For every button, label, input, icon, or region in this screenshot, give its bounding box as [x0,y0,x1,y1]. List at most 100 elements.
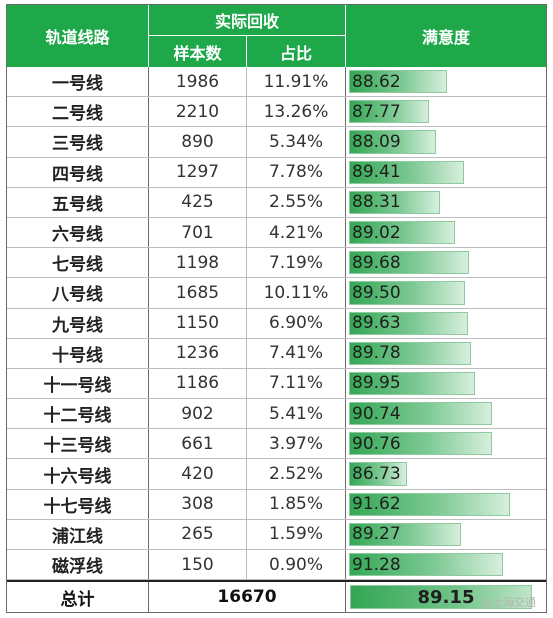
satisfaction-score: 88.09 [352,131,401,152]
satisfaction-cell: 88.62 [346,67,546,96]
satisfaction-bar [349,251,470,275]
table-row: 十二号线 902 5.41% 90.74 [7,399,546,430]
satisfaction-bar [349,341,472,365]
satisfaction-cell: 89.68 [346,248,546,277]
total-label: 总计 [7,582,149,612]
share-percent: 3.97% [247,429,346,459]
route-name: 十六号线 [7,459,149,489]
table-row: 一号线 1986 11.91% 88.62 [7,67,546,98]
share-percent: 5.41% [247,399,346,429]
share-percent: 2.52% [247,459,346,489]
sample-count: 265 [149,519,247,549]
satisfaction-cell: 89.63 [346,309,546,338]
route-name: 五号线 [7,187,149,217]
table-row: 七号线 1198 7.19% 89.68 [7,248,546,279]
satisfaction-cell: 86.73 [346,459,546,488]
route-name: 二号线 [7,97,149,127]
share-percent: 7.41% [247,338,346,368]
table-row: 十三号线 661 3.97% 90.76 [7,429,546,460]
satisfaction-cell: 88.31 [346,188,546,217]
satisfaction-bar [349,492,511,516]
share-percent: 1.59% [247,519,346,549]
share-percent: 7.11% [247,368,346,399]
satisfaction-score: 89.78 [352,343,401,364]
satisfaction-score: 90.74 [352,403,401,424]
share-percent: 7.78% [247,157,346,187]
satisfaction-bar [349,100,429,124]
table-row: 十一号线 1186 7.11% 89.95 [7,368,546,400]
share-percent: 4.21% [247,217,346,248]
satisfaction-bar [349,402,492,426]
table-row: 八号线 1685 10.11% 89.50 [7,278,546,309]
satisfaction-cell: 89.95 [346,369,546,398]
share-percent: 1.85% [247,489,346,519]
route-name: 十二号线 [7,399,149,429]
satisfaction-cell: 89.78 [346,339,546,368]
table-row: 浦江线 265 1.59% 89.27 [7,519,546,550]
satisfaction-cell: 90.74 [346,399,546,428]
table-row: 九号线 1150 6.90% 89.63 [7,308,546,339]
header-share: 占比 [247,36,346,67]
sample-count: 420 [149,459,247,489]
header-actual-recovery: 实际回收 [149,5,346,36]
share-percent: 0.90% [247,550,346,580]
route-name: 一号线 [7,67,149,97]
satisfaction-cell: 91.62 [346,490,546,519]
satisfaction-cell: 90.76 [346,429,546,458]
route-name: 浦江线 [7,519,149,549]
share-percent: 13.26% [247,97,346,127]
satisfaction-score: 86.73 [352,464,401,485]
satisfaction-score: 88.62 [352,71,401,92]
table-row: 四号线 1297 7.78% 89.41 [7,157,546,188]
table-row: 十七号线 308 1.85% 91.62 [7,489,546,520]
watermark: @上海交通 [481,596,536,609]
satisfaction-bar [349,311,469,335]
satisfaction-score: 89.02 [352,222,401,243]
total-score: 89.15 [417,586,475,608]
satisfaction-bar [349,190,441,214]
sample-count: 1297 [149,157,247,187]
table-row: 三号线 890 5.34% 88.09 [7,127,546,158]
satisfaction-bar [349,70,447,94]
satisfaction-score: 91.28 [352,554,401,575]
satisfaction-score: 89.41 [352,162,401,183]
satisfaction-cell: 89.02 [346,218,546,247]
route-name: 九号线 [7,308,149,338]
sample-count: 1236 [149,338,247,368]
table-row: 十号线 1236 7.41% 89.78 [7,338,546,369]
satisfaction-score: 90.76 [352,433,401,454]
route-name: 磁浮线 [7,550,149,580]
route-name: 三号线 [7,127,149,157]
satisfaction-score: 91.62 [352,494,401,515]
sample-count: 890 [149,127,247,157]
table-row: 二号线 2210 13.26% 87.77 [7,97,546,128]
route-name: 十三号线 [7,429,149,459]
satisfaction-score: 88.31 [352,192,401,213]
satisfaction-cell: 89.27 [346,520,546,549]
table-row: 磁浮线 150 0.90% 91.28 [7,550,546,581]
sample-count: 2210 [149,97,247,127]
sample-count: 1186 [149,368,247,399]
sample-count: 701 [149,217,247,248]
data-table: 轨道线路 实际回收 样本数 占比 满意度 一号线 1986 11.91% 88.62 二… [6,4,547,613]
satisfaction-bar [349,220,456,245]
table-row: 六号线 701 4.21% 89.02 [7,217,546,249]
satisfaction-bar [349,462,407,486]
sample-count: 150 [149,550,247,580]
sample-count: 308 [149,489,247,519]
total-row: 总计 16670 89.15 [7,580,546,612]
satisfaction-score: 89.95 [352,373,401,394]
satisfaction-bar [349,281,466,305]
share-percent: 6.90% [247,308,346,338]
sample-count: 1986 [149,67,247,97]
satisfaction-score: 89.50 [352,282,401,303]
header-route: 轨道线路 [7,5,149,67]
header-sample-count: 样本数 [149,36,247,67]
share-percent: 11.91% [247,67,346,97]
route-name: 十一号线 [7,368,149,399]
satisfaction-cell: 88.09 [346,127,546,156]
sample-count: 1685 [149,278,247,308]
route-name: 八号线 [7,278,149,308]
satisfaction-cell: 89.50 [346,278,546,307]
satisfaction-cell: 91.28 [346,550,546,579]
